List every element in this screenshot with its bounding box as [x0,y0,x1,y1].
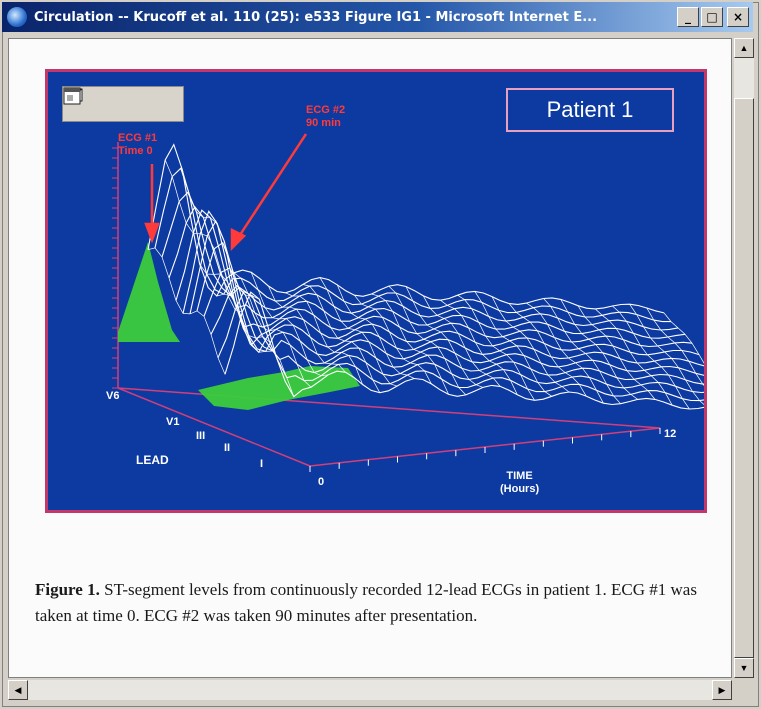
scroll-down-button[interactable]: ▼ [734,658,754,678]
mesh-cross-line [594,308,673,406]
ecg1-arrow-head [144,222,160,244]
mesh-cross-line [319,277,398,387]
lead-tick-ii: II [224,442,231,454]
time-tick-end: 12 [664,428,677,440]
mesh-cross-line [285,292,363,385]
mesh-line [161,191,679,331]
scrollbar-corner [734,680,754,700]
vertical-scroll-thumb[interactable] [734,98,754,658]
mesh-cross-line [491,296,570,393]
mesh-cross-line [199,263,277,359]
lead-tick-v6: V6 [106,390,120,402]
time-axis-label-line2: (Hours) [500,483,540,495]
st-segment-3d-plot [112,133,704,472]
mesh-cross-line [302,284,381,393]
print-icon[interactable] [63,87,120,115]
mesh-cross-line [646,307,704,386]
time-axis-ticks [309,428,661,472]
mesh-cross-line [543,298,621,404]
mesh-cross-line [233,272,312,388]
horizontal-scrollbar[interactable]: ◀ ▶ [8,680,732,700]
mesh-cross-line [371,293,449,395]
mesh-cross-line [663,312,704,364]
ecg2-label: ECG #2 90 min [306,104,345,130]
ecg1-label-line2: Time 0 [118,145,153,157]
mesh-cross-line [422,295,501,387]
figure-image: Patient 1 ECG #1 Time 0 ECG #2 90 min V6… [45,69,707,513]
close-button[interactable]: × [727,7,749,27]
scroll-up-button[interactable]: ▲ [734,38,754,58]
window-icon[interactable] [63,87,176,115]
mesh-cross-line [612,305,690,410]
mesh-cross-line [182,169,260,300]
mesh-cross-line [250,272,329,377]
surface-mesh [147,143,704,410]
mesh-cross-line [508,303,587,397]
ecg2-arrow-line [236,133,308,239]
mesh-cross-line [629,304,704,405]
maximize-button[interactable]: □ [701,7,723,27]
scroll-right-button[interactable]: ▶ [712,680,732,700]
mesh-cross-line [336,284,415,379]
scroll-left-button[interactable]: ◀ [8,680,28,700]
window-title: Circulation -- Krucoff et al. 110 (25): … [34,9,598,25]
lead-tick-i: I [260,458,264,470]
window-controls: _ □ × [677,7,749,27]
mesh-cross-line [560,299,639,400]
title-bar[interactable]: Circulation -- Krucoff et al. 110 (25): … [2,2,753,32]
mesh-cross-line [440,299,518,395]
green-region-left [118,242,180,342]
mesh-cross-line [354,294,432,385]
mesh-cross-line [268,285,346,373]
patient-label: Patient 1 [506,88,674,132]
mesh-cross-line [577,305,656,400]
mesh-cross-line [388,285,467,396]
caption-text: ST-segment levels from continuously reco… [35,580,697,625]
page-content: Patient 1 ECG #1 Time 0 ECG #2 90 min V6… [8,38,732,678]
mesh-line [189,219,704,367]
lead-tick-iii: III [196,430,206,442]
minimize-button[interactable]: _ [677,7,699,27]
mesh-cross-line [457,294,535,401]
y-axis-ticks [112,147,118,389]
mesh-cross-line [216,293,295,397]
mesh-cross-line [526,302,604,404]
mesh-cross-line [405,286,484,388]
ecg-arrows [144,133,308,252]
ecg2-label-line2: 90 min [306,117,341,129]
mesh-cross-line [164,159,243,313]
lead-axis-label: LEAD [136,453,169,467]
figure-caption: Figure 1. ST-segment levels from continu… [35,577,725,629]
mesh-cross-line [147,247,226,375]
vertical-scrollbar[interactable]: ▲ ▼ [734,38,754,678]
ecg1-label-line1: ECG #1 [118,132,158,144]
ie-logo-icon [6,6,28,28]
time-axis-label-line1: TIME [506,470,533,482]
mesh-cross-line [474,291,552,397]
time-tick-start: 0 [318,476,325,488]
time-axis-label: TIME (Hours) [500,470,539,496]
ecg1-label: ECG #1 Time 0 [118,132,157,158]
lead-tick-v1: V1 [166,416,180,428]
image-toolbar [62,86,184,122]
email-icon[interactable] [63,88,148,115]
ecg2-label-line1: ECG #2 [306,104,346,116]
mesh-line [182,210,700,356]
ecg2-arrow-head [230,227,247,252]
caption-label: Figure 1. [35,580,100,599]
